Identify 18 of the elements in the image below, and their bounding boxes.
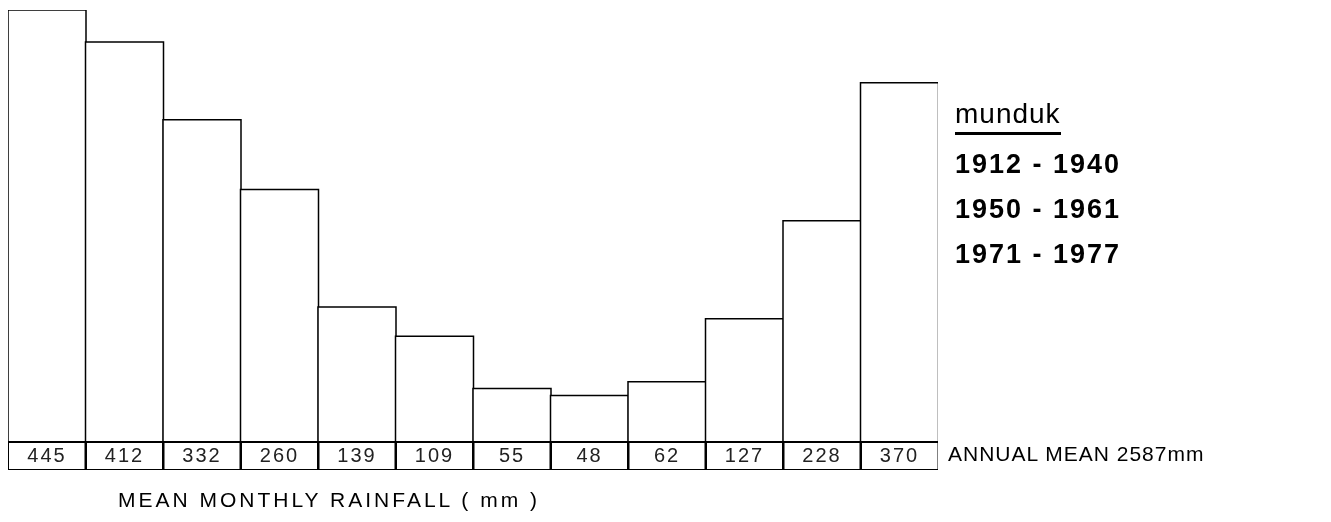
data-label: 127	[724, 444, 765, 466]
x-axis-title: MEAN MONTHLY RAINFALL ( mm )	[118, 488, 540, 512]
data-label: 109	[414, 444, 455, 466]
data-label: 228	[802, 444, 842, 466]
data-label: 412	[104, 444, 145, 466]
data-label: 139	[337, 444, 377, 466]
text: 1950 - 1961	[955, 194, 1122, 225]
text: ANNUAL MEAN 2587mm	[948, 442, 1205, 466]
text: 1971 - 1977	[955, 239, 1122, 270]
data-label: 62	[653, 444, 681, 466]
data-label: 260	[259, 444, 300, 466]
data-label: 370	[879, 444, 920, 466]
data-label: 48	[576, 444, 603, 466]
data-label: 445	[27, 444, 67, 466]
text: munduk	[955, 98, 1061, 135]
text: 1912 - 1940	[955, 149, 1122, 180]
data-label: 55	[498, 444, 526, 466]
data-label: 332	[182, 444, 222, 466]
